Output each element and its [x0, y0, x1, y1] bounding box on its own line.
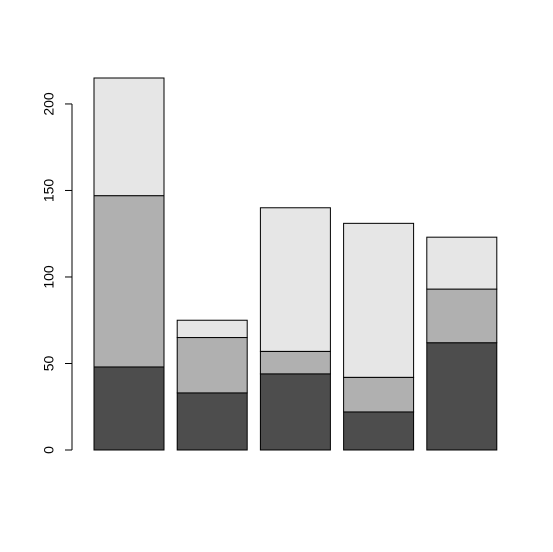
bar-segment: [426, 342, 498, 451]
bar-segment: [343, 222, 415, 378]
bar-segment: [426, 288, 498, 344]
bar-segment: [176, 319, 248, 339]
bar-segment: [426, 236, 498, 290]
y-tick-label: 100: [41, 265, 57, 289]
bar-segment: [259, 373, 331, 451]
bar-segment: [343, 411, 415, 451]
y-tick-label: 200: [41, 92, 57, 116]
bar-segment: [259, 350, 331, 375]
y-tick-label: 50: [41, 355, 57, 371]
y-tick-label: 0: [41, 446, 57, 454]
bar-segment: [93, 195, 165, 368]
bar-segment: [343, 376, 415, 413]
bar-segment: [176, 392, 248, 451]
y-tick-label: 150: [41, 179, 57, 203]
bar-segment: [93, 77, 165, 197]
bar-segment: [93, 366, 165, 451]
bar-segment: [259, 207, 331, 352]
bar-segment: [176, 337, 248, 394]
